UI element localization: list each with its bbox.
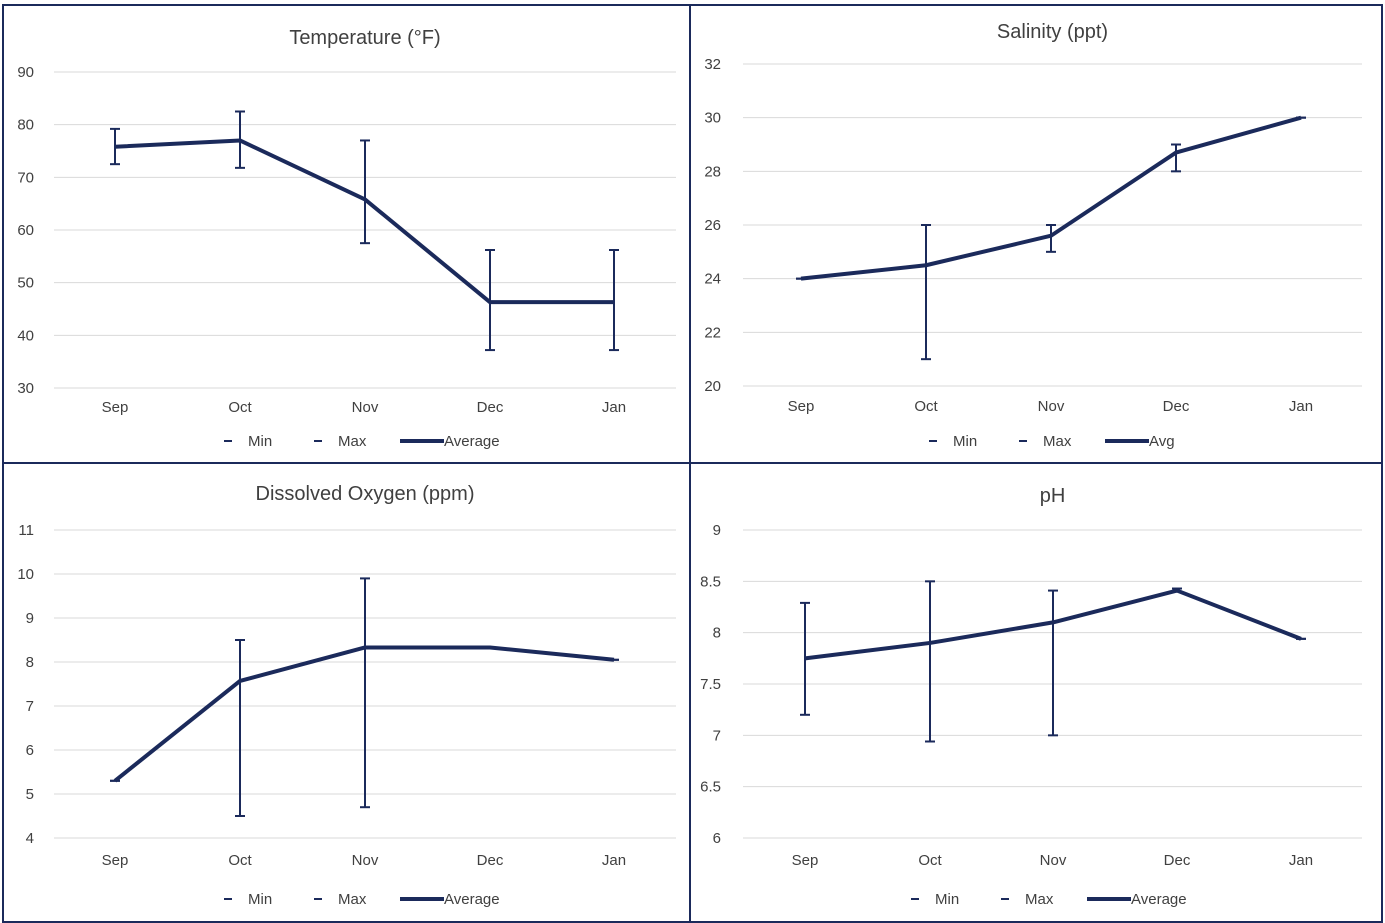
y-tick-label: 30 — [704, 110, 721, 127]
x-tick-label: Oct — [918, 852, 942, 869]
legend-item-average: Average — [444, 891, 500, 908]
chart-title: Temperature (°F) — [289, 27, 440, 49]
temperature-chart-panel: Temperature (°F) 30 40 50 60 70 80 90 Sep Oct Nov D… — [2, 4, 691, 466]
x-tick-label: Sep — [102, 852, 129, 869]
y-tick-label: 26 — [704, 217, 721, 234]
x-tick-label: Oct — [228, 852, 252, 869]
y-tick-label: 50 — [17, 275, 34, 292]
x-tick-label: Dec — [477, 399, 504, 416]
x-tick-label: Sep — [788, 398, 815, 415]
salinity-chart-panel: Salinity (ppt) 20 22 24 26 28 30 32 Sep Oct Nov Dec… — [689, 4, 1383, 466]
y-tick-label: 28 — [704, 163, 721, 180]
ph-chart-panel: pH 6 6.5 7 7.5 8 8.5 9 Sep Oct Nov Dec Jan Min Max Aver… — [689, 462, 1383, 923]
x-tick-label: Dec — [1164, 852, 1191, 869]
x-tick-label: Oct — [228, 399, 252, 416]
y-tick-label: 9 — [26, 610, 34, 627]
y-tick-label: 22 — [704, 324, 721, 341]
x-tick-label: Nov — [352, 852, 379, 869]
x-tick-label: Oct — [914, 398, 938, 415]
legend-item-min: Min — [953, 433, 977, 450]
y-tick-label: 8 — [26, 654, 34, 671]
x-tick-label: Jan — [602, 399, 626, 416]
y-tick-label: 9 — [713, 522, 721, 539]
legend-item-max: Max — [1025, 891, 1054, 908]
chart-title: Salinity (ppt) — [997, 21, 1108, 43]
chart-svg: Temperature (°F) 30 40 50 60 70 80 90 Sep Oct Nov D… — [4, 6, 689, 464]
legend-item-min: Min — [248, 891, 272, 908]
legend-item-average: Average — [444, 433, 500, 450]
x-tick-label: Dec — [477, 852, 504, 869]
x-tick-label: Sep — [102, 399, 129, 416]
y-tick-label: 6 — [26, 742, 34, 759]
x-tick-label: Nov — [1038, 398, 1065, 415]
y-tick-label: 6 — [713, 830, 721, 847]
chart-title: Dissolved Oxygen (ppm) — [256, 483, 475, 505]
x-tick-label: Nov — [1040, 852, 1067, 869]
y-tick-label: 90 — [17, 64, 34, 81]
y-tick-label: 8 — [713, 625, 721, 642]
legend-item-max: Max — [338, 433, 367, 450]
y-tick-label: 7.5 — [700, 676, 721, 693]
y-tick-label: 24 — [704, 271, 721, 288]
x-tick-label: Dec — [1163, 398, 1190, 415]
y-tick-label: 70 — [17, 169, 34, 186]
legend-item-min: Min — [935, 891, 959, 908]
chart-svg: pH 6 6.5 7 7.5 8 8.5 9 Sep Oct Nov Dec Jan Min Max Aver… — [691, 464, 1381, 921]
y-tick-label: 5 — [26, 786, 34, 803]
legend-item-min: Min — [248, 433, 272, 450]
legend-item-max: Max — [338, 891, 367, 908]
legend-item-max: Max — [1043, 433, 1072, 450]
x-tick-label: Jan — [602, 852, 626, 869]
dissolved-oxygen-chart-panel: Dissolved Oxygen (ppm) 4 5 6 7 8 9 10 11 Sep Oct No… — [2, 462, 691, 923]
x-tick-label: Nov — [352, 399, 379, 416]
y-tick-label: 6.5 — [700, 779, 721, 796]
y-tick-label: 80 — [17, 117, 34, 134]
legend-item-avg: Avg — [1149, 433, 1175, 450]
y-tick-label: 8.5 — [700, 573, 721, 590]
y-tick-label: 60 — [17, 222, 34, 239]
y-tick-label: 11 — [18, 522, 34, 539]
legend-item-average: Average — [1131, 891, 1187, 908]
chart-title: pH — [1040, 485, 1066, 507]
y-tick-label: 7 — [26, 698, 34, 715]
y-tick-label: 10 — [17, 566, 34, 583]
chart-svg: Dissolved Oxygen (ppm) 4 5 6 7 8 9 10 11 Sep Oct No… — [4, 464, 689, 921]
x-tick-label: Jan — [1289, 398, 1313, 415]
y-tick-label: 4 — [26, 830, 34, 847]
x-tick-label: Jan — [1289, 852, 1313, 869]
series-line-avg — [801, 118, 1301, 279]
y-tick-label: 32 — [704, 56, 721, 73]
y-tick-label: 30 — [17, 380, 34, 397]
y-tick-label: 7 — [713, 727, 721, 744]
chart-svg: Salinity (ppt) 20 22 24 26 28 30 32 Sep Oct Nov Dec… — [691, 6, 1381, 464]
x-tick-label: Sep — [792, 852, 819, 869]
y-tick-label: 20 — [704, 378, 721, 395]
y-tick-label: 40 — [17, 327, 34, 344]
